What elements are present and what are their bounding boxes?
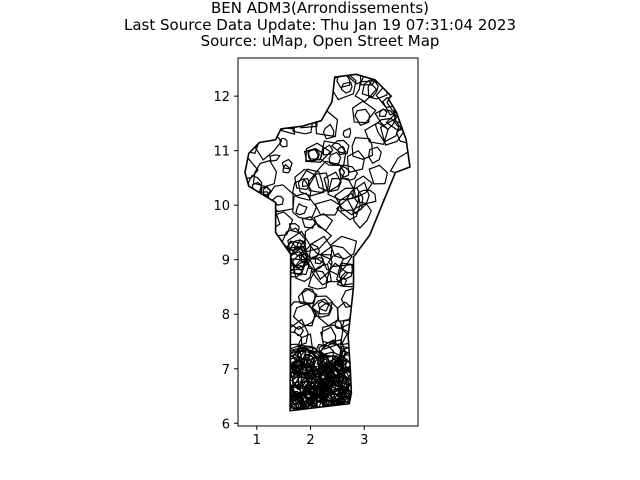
arrondissement-boundary <box>368 146 382 165</box>
arrondissement-boundary <box>297 287 316 306</box>
arrondissement-boundary <box>395 122 410 145</box>
x-tick-label: 1 <box>253 433 261 448</box>
x-tick-label: 3 <box>360 433 368 448</box>
arrondissement-boundary <box>292 344 326 372</box>
arrondissement-boundary <box>374 117 400 143</box>
arrondissement-boundary <box>313 213 334 232</box>
arrondissement-boundary <box>317 300 330 312</box>
arrondissement-boundary <box>298 333 314 351</box>
arrondissement-boundary <box>313 398 336 411</box>
y-tick-label: 12 <box>213 90 230 105</box>
arrondissement-boundary <box>298 347 318 370</box>
figure-title: BEN ADM3(Arrondissements) Last Source Da… <box>0 0 640 50</box>
arrondissement-boundary <box>281 158 293 170</box>
arrondissement-boundary <box>279 137 288 148</box>
arrondissement-boundary <box>338 369 350 381</box>
country-outline <box>244 73 411 412</box>
arrondissement-boundary <box>340 81 353 94</box>
arrondissement-boundary <box>354 80 378 103</box>
y-tick-label: 8 <box>222 308 230 323</box>
arrondissement-boundary <box>322 123 335 140</box>
arrondissement-boundary <box>252 159 278 188</box>
arrondissement-boundary <box>378 108 388 118</box>
arrondissement-boundary <box>342 127 352 138</box>
arrondissement-boundary <box>338 164 359 181</box>
arrondissement-boundary <box>327 177 354 201</box>
arrondissement-boundary <box>374 108 398 131</box>
arrondissement-boundary <box>294 347 311 360</box>
arrondissement-boundary <box>292 192 318 221</box>
arrondissement-boundary <box>317 341 347 366</box>
arrondissement-boundary <box>357 189 377 205</box>
arrondissement-boundary <box>310 298 333 318</box>
arrondissement-boundary <box>336 276 348 287</box>
arrondissement-boundary <box>354 108 371 126</box>
arrondissement-boundary <box>329 235 358 260</box>
arrondissement-boundary <box>310 364 331 381</box>
arrondissement-boundary <box>244 157 259 181</box>
arrondissement-boundary <box>301 178 311 188</box>
arrondissement-boundary <box>323 171 342 193</box>
arrondissement-boundary <box>336 145 345 156</box>
title-line-2: Last Source Data Update: Thu Jan 19 07:3… <box>123 15 517 34</box>
arrondissement-boundary <box>282 163 292 174</box>
arrondissement-boundary <box>352 202 372 229</box>
y-tick-label: 9 <box>222 254 230 269</box>
arrondissement-boundary <box>328 151 342 166</box>
arrondissement-boundary <box>314 160 346 193</box>
arrondissement-boundary <box>295 202 308 216</box>
arrondissement-boundary <box>301 288 318 304</box>
arrondissement-boundary <box>319 244 353 276</box>
title-line-3: Source: uMap, Open Street Map <box>200 32 440 50</box>
arrondissement-boundary <box>301 216 316 229</box>
arrondissement-boundary <box>314 256 325 265</box>
arrondissement-boundary <box>379 118 405 146</box>
x-tick-label: 2 <box>306 433 314 448</box>
arrondissement-boundary <box>338 262 353 280</box>
arrondissement-boundary <box>324 363 340 382</box>
arrondissement-boundary <box>307 269 329 290</box>
arrondissement-boundary <box>322 381 332 392</box>
arrondissement-boundary <box>311 263 333 286</box>
arrondissement-boundary <box>346 149 366 174</box>
arrondissement-boundary <box>314 198 341 216</box>
y-tick-label: 7 <box>222 363 230 378</box>
arrondissement-boundary <box>325 367 335 376</box>
title-line-1: BEN ADM3(Arrondissements) <box>210 0 430 17</box>
arrondissement-boundary <box>304 222 333 253</box>
y-tick-label: 10 <box>213 199 230 214</box>
arrondissement-boundary <box>351 137 374 160</box>
arrondissement-boundary <box>294 391 325 411</box>
arrondissement-boundary <box>309 253 333 281</box>
arrondissement-boundary <box>293 325 305 337</box>
arrondissement-boundary <box>319 140 347 167</box>
arrondissement-boundary <box>368 164 389 185</box>
arrondissement-boundary <box>307 148 319 163</box>
arrondissement-boundary <box>303 380 320 401</box>
arrondissement-boundary <box>303 147 320 162</box>
arrondissement-boundary <box>351 100 377 124</box>
arrondissement-boundary <box>353 175 373 199</box>
arrondissement-boundary <box>269 154 281 162</box>
arrondissement-boundary <box>336 74 351 89</box>
y-tick-label: 11 <box>213 145 230 160</box>
arrondissement-boundary <box>318 364 346 398</box>
arrondissement-boundary <box>359 74 381 86</box>
arrondissement-boundary <box>293 261 313 283</box>
arrondissement-boundary <box>322 144 334 156</box>
arrondissement-boundary <box>291 178 312 201</box>
arrondissement-boundary <box>334 187 364 216</box>
arrondissement-boundary <box>330 139 350 155</box>
arrondissement-boundary <box>287 230 312 261</box>
y-tick-label: 6 <box>222 417 230 432</box>
arrondissement-boundary <box>317 301 339 327</box>
arrondissement-boundary <box>292 303 317 327</box>
arrondissement-boundary <box>297 168 325 197</box>
arrondissement-boundary <box>348 74 365 85</box>
